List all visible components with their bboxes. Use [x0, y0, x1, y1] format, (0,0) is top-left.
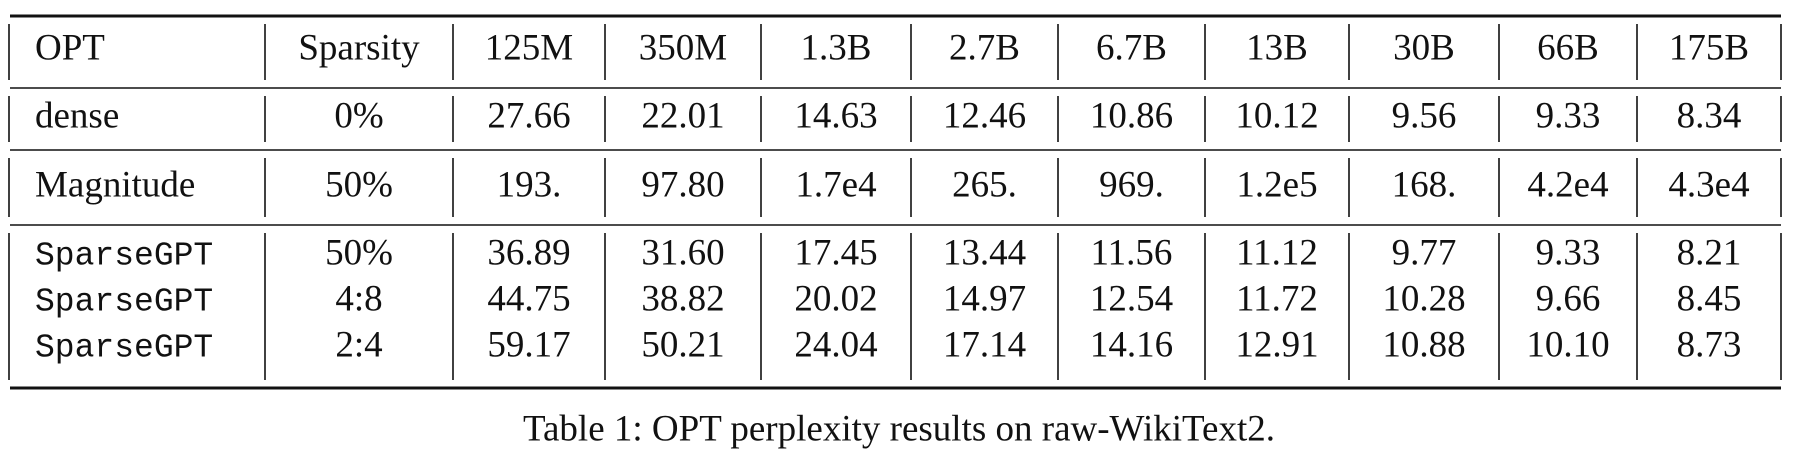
cell: 10.88	[1382, 324, 1465, 365]
cell: 8.21	[1677, 232, 1742, 273]
cell: Sparsity	[298, 27, 420, 68]
cell: 36.89	[487, 232, 570, 273]
cell: 11.12	[1236, 232, 1318, 273]
cell: 6.7B	[1096, 27, 1167, 68]
cell: 50%	[325, 164, 393, 205]
cell: 4:8	[335, 278, 382, 319]
cell: 14.16	[1090, 324, 1173, 365]
cell: 22.01	[641, 95, 724, 136]
cell: 10.28	[1382, 278, 1465, 319]
cell: 9.66	[1536, 278, 1601, 319]
cell: 50%	[325, 232, 393, 273]
cell: 1.2e5	[1236, 164, 1317, 205]
cell: 193.	[497, 164, 562, 205]
cell: 10.86	[1090, 95, 1173, 136]
cell: 9.33	[1536, 232, 1601, 273]
cell: 11.56	[1091, 232, 1173, 273]
cell: 969.	[1099, 164, 1164, 205]
cell: 1.7e4	[795, 164, 876, 205]
cell: 59.17	[487, 324, 570, 365]
cell: 175B	[1669, 27, 1749, 68]
cell: 31.60	[641, 232, 724, 273]
cell: 13.44	[943, 232, 1026, 273]
cell: 8.45	[1677, 278, 1742, 319]
cell: SparseGPT	[35, 238, 213, 275]
cell: 50.21	[641, 324, 724, 365]
cell: 125M	[485, 27, 573, 68]
cell: 24.04	[794, 324, 877, 365]
cell: 44.75	[487, 278, 570, 319]
cell: 12.46	[943, 95, 1026, 136]
cell: 1.3B	[801, 27, 872, 68]
cell: 12.91	[1235, 324, 1318, 365]
cell: 265.	[952, 164, 1017, 205]
cell: dense	[35, 95, 119, 136]
cell: 17.45	[794, 232, 877, 273]
cell: 30B	[1393, 27, 1455, 68]
cell: 14.63	[794, 95, 877, 136]
cell: 17.14	[943, 324, 1026, 365]
cell: 9.33	[1536, 95, 1601, 136]
cell: 11.72	[1236, 278, 1318, 319]
cell: 27.66	[487, 95, 570, 136]
cell: 13B	[1246, 27, 1308, 68]
cell: 4.2e4	[1527, 164, 1608, 205]
cell: 66B	[1537, 27, 1599, 68]
cell: Magnitude	[35, 164, 195, 205]
cell: 38.82	[641, 278, 724, 319]
cell: 20.02	[794, 278, 877, 319]
cell: 10.10	[1526, 324, 1609, 365]
cell: 2.7B	[949, 27, 1020, 68]
cell: 9.56	[1392, 95, 1457, 136]
cell: 97.80	[641, 164, 724, 205]
cell: 0%	[334, 95, 383, 136]
cell: 10.12	[1235, 95, 1318, 136]
cell: 168.	[1392, 164, 1457, 205]
cell: 12.54	[1090, 278, 1173, 319]
cell: 2:4	[335, 324, 382, 365]
cell: SparseGPT	[35, 284, 213, 321]
cell: 350M	[639, 27, 727, 68]
cell: 14.97	[943, 278, 1026, 319]
cell: OPT	[35, 27, 105, 68]
cell: 8.73	[1677, 324, 1742, 365]
cell: SparseGPT	[35, 330, 213, 367]
caption: Table 1: OPT perplexity results on raw-W…	[523, 408, 1275, 449]
cell: 8.34	[1677, 95, 1742, 136]
cell: 9.77	[1392, 232, 1457, 273]
cell: 4.3e4	[1668, 164, 1749, 205]
